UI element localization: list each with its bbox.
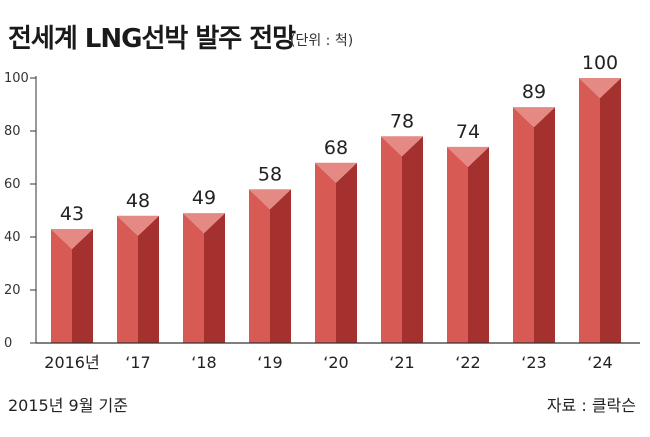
x-category-label: ‘19 (257, 353, 282, 372)
bar-top-face (381, 136, 423, 157)
x-category-label: ‘18 (191, 353, 216, 372)
bar-side-face (336, 162, 357, 343)
date-note: 2015년 9월 기준 (8, 396, 128, 415)
bar-top-face (249, 189, 291, 210)
y-tick-label: 0 (4, 336, 12, 351)
bar-front-face (117, 215, 138, 343)
bar-value-label: 89 (522, 81, 546, 103)
bar-side-face (270, 189, 291, 343)
bar-value-label: 74 (456, 121, 480, 143)
bar (315, 162, 357, 343)
bar-front-face (513, 107, 534, 344)
bar-top-face (51, 229, 93, 250)
bar-top-face (183, 213, 225, 234)
unit-label: (단위 : 척) (290, 33, 354, 49)
bar-side-face (534, 107, 555, 344)
bar-top-face (447, 146, 489, 167)
y-tick-label: 40 (4, 230, 21, 245)
bar (579, 78, 621, 343)
x-category-label: ‘24 (587, 353, 612, 372)
bar (117, 215, 159, 343)
x-category-label: ‘23 (521, 353, 546, 372)
bar-front-face (447, 146, 468, 343)
y-tick-label: 60 (4, 177, 21, 192)
bar (513, 107, 555, 344)
bar-value-label: 48 (126, 190, 150, 212)
x-category-label: ‘17 (125, 353, 150, 372)
bar-side-face (468, 146, 489, 343)
y-tick-label: 80 (4, 124, 21, 139)
x-category-label: ‘22 (455, 353, 480, 372)
bar-front-face (183, 213, 204, 343)
bar-top-face (117, 215, 159, 236)
bar-side-face (600, 78, 621, 343)
bar-top-face (513, 107, 555, 128)
bar-side-face (204, 213, 225, 343)
bar-front-face (579, 78, 600, 343)
bar-value-label: 68 (324, 137, 348, 159)
bar (447, 146, 489, 343)
bar-side-face (402, 136, 423, 343)
bar-value-label: 78 (390, 110, 414, 132)
bar-front-face (381, 136, 402, 343)
bar (249, 189, 291, 343)
y-tick-label: 100 (4, 71, 29, 86)
bar-value-label: 49 (192, 187, 216, 209)
source-label: 자료 : 클락슨 (546, 396, 636, 415)
bar-side-face (72, 229, 93, 343)
bar-side-face (138, 215, 159, 343)
bar (381, 136, 423, 343)
bar-front-face (249, 189, 270, 343)
bar (51, 229, 93, 343)
x-category-label: ‘21 (389, 353, 414, 372)
y-tick-label: 20 (4, 283, 21, 298)
bar-value-label: 43 (60, 203, 84, 225)
bar-chart: 0 20 40 60 80 100 43 2016년 48 ‘17 49 ‘18 58 ‘19 68 ‘20 7… (4, 52, 640, 372)
bar-front-face (51, 229, 72, 343)
bar-front-face (315, 162, 336, 343)
chart-title: 전세계 LNG선박 발주 전망 (8, 24, 296, 54)
bar-top-face (579, 78, 621, 98)
x-category-label: ‘20 (323, 353, 348, 372)
bar-top-face (315, 162, 357, 183)
x-category-label: 2016년 (44, 353, 99, 372)
bar-value-label: 100 (582, 52, 618, 74)
bar (183, 213, 225, 343)
bar-value-label: 58 (258, 163, 282, 185)
